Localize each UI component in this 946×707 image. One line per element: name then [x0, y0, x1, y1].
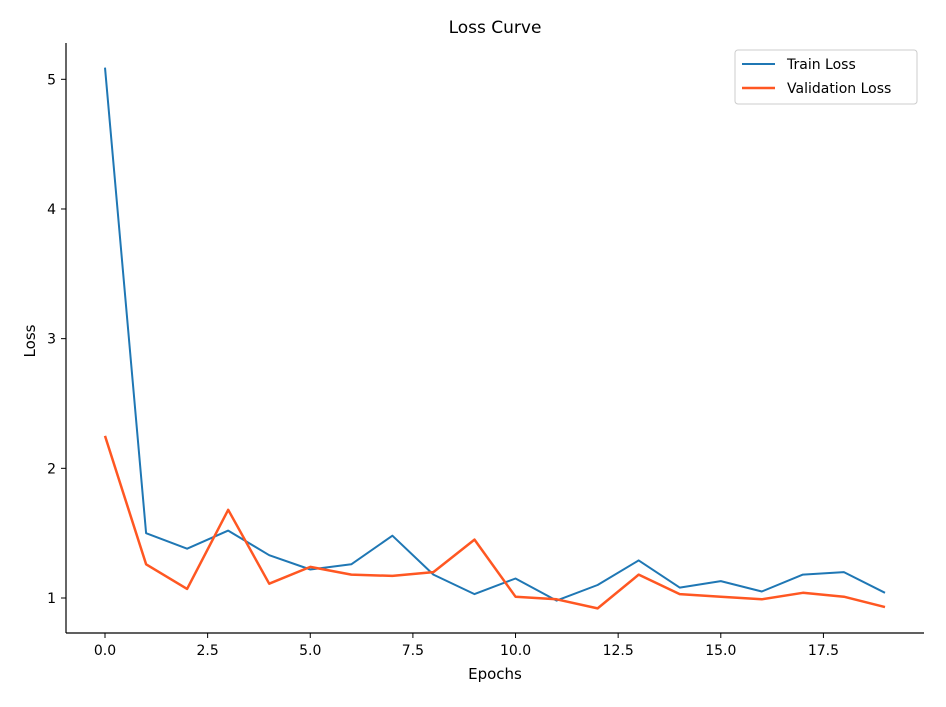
x-tick-label: 5.0 [299, 643, 321, 659]
legend-label-validation-loss: Validation Loss [787, 81, 891, 97]
x-axis-label: Epochs [468, 665, 522, 683]
chart-title: Loss Curve [449, 18, 542, 38]
x-tick-label: 10.0 [500, 643, 531, 659]
y-tick-label: 4 [47, 202, 56, 218]
x-tick-label: 17.5 [808, 643, 839, 659]
legend-box [734, 49, 918, 105]
legend-label-train-loss: Train Loss [786, 57, 856, 73]
plot-background [66, 43, 924, 633]
x-tick-label: 7.5 [402, 643, 424, 659]
y-tick-label: 1 [47, 591, 56, 607]
x-tick-label: 0.0 [94, 643, 116, 659]
plot-area [66, 43, 924, 633]
x-tick-label: 12.5 [603, 643, 634, 659]
series-layer [103, 67, 886, 610]
x-tick-label: 2.5 [196, 643, 218, 659]
y-tick-label: 2 [47, 461, 56, 477]
series-line-train-loss [104, 67, 886, 602]
y-axis-label: Loss [21, 324, 39, 357]
y-tick-label: 5 [47, 72, 56, 88]
axes-layer: 0.0 2.5 5.0 7.5 10.0 12.5 15.0 17.5 1 2 3 4 5 [47, 43, 924, 659]
x-tick-label: 15.0 [705, 643, 736, 659]
legend: Train Loss Validation Loss [734, 49, 918, 105]
y-tick-label: 3 [47, 332, 56, 348]
series-line-validation-loss [103, 435, 886, 610]
